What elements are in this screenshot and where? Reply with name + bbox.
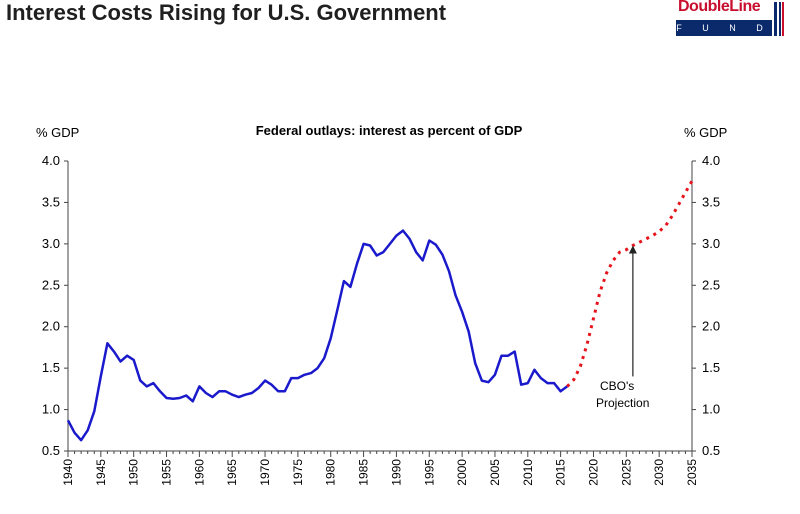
doubleline-logo: DoubleLine F U N D S <box>676 0 786 49</box>
chart-title: Federal outlays: interest as percent of … <box>256 123 523 138</box>
y-axis-label-right: % GDP <box>684 125 727 140</box>
y-tick-label-left: 1.0 <box>42 402 60 417</box>
x-tick-label: 2000 <box>455 459 469 486</box>
y-tick-label-right: 3.0 <box>702 236 720 251</box>
annotation-line2: Projection <box>596 396 649 410</box>
x-tick-label: 1965 <box>225 459 239 486</box>
x-tick-label: 1955 <box>160 459 174 486</box>
y-tick-label-left: 2.0 <box>42 319 60 334</box>
y-tick-label-left: 0.5 <box>42 443 60 458</box>
logo-mark-icon <box>774 2 784 36</box>
x-tick-label: 1970 <box>258 459 272 486</box>
y-tick-label-right: 0.5 <box>702 443 720 458</box>
chart-axes <box>67 161 693 452</box>
logo-wordmark: DoubleLine <box>678 0 761 15</box>
annotation-arrowhead <box>628 245 637 254</box>
page-title: Interest Costs Rising for U.S. Governmen… <box>6 0 447 25</box>
chart-ticks: 0.5 0.5 1.0 1.0 1.5 1.5 2.0 2.0 2.5 2.5 3.0 3.0 3.5 3… <box>42 153 720 486</box>
chart-annotation: CBO's Projection <box>596 245 649 410</box>
x-tick-label: 1945 <box>94 459 108 486</box>
x-tick-label: 1990 <box>389 459 403 486</box>
x-tick-label: 1950 <box>127 459 141 486</box>
x-tick-label: 1995 <box>422 459 436 486</box>
y-tick-label-left: 3.5 <box>42 194 60 209</box>
x-tick-label: 2030 <box>652 459 666 486</box>
x-tick-label: 2010 <box>521 459 535 486</box>
y-tick-label-left: 4.0 <box>42 153 60 168</box>
x-tick-label: 2015 <box>554 459 568 486</box>
y-tick-label-right: 1.0 <box>702 402 720 417</box>
y-tick-label-left: 3.0 <box>42 236 60 251</box>
y-tick-label-left: 1.5 <box>42 360 60 375</box>
x-tick-label: 2025 <box>619 459 633 486</box>
y-tick-label-right: 4.0 <box>702 153 720 168</box>
x-tick-label: 2020 <box>586 459 600 486</box>
x-tick-label: 2005 <box>488 459 502 486</box>
y-tick-label-right: 2.5 <box>702 277 720 292</box>
x-tick-label: 1940 <box>61 459 75 486</box>
series-line <box>66 229 568 442</box>
projection-line <box>566 180 694 388</box>
y-tick-label-right: 2.0 <box>702 319 720 334</box>
x-tick-label: 2035 <box>685 459 699 486</box>
logo-tagline: F U N D S <box>676 20 772 49</box>
y-axis-label-left: % GDP <box>36 125 79 140</box>
y-tick-label-right: 1.5 <box>702 360 720 375</box>
y-tick-label-left: 2.5 <box>42 277 60 292</box>
x-tick-label: 1960 <box>192 459 206 486</box>
annotation-line1: CBO's <box>600 379 634 393</box>
x-tick-label: 1985 <box>357 459 371 486</box>
chart-series <box>66 180 694 442</box>
y-tick-label-right: 3.5 <box>702 194 720 209</box>
x-tick-label: 1975 <box>291 459 305 486</box>
x-tick-label: 1980 <box>324 459 338 486</box>
